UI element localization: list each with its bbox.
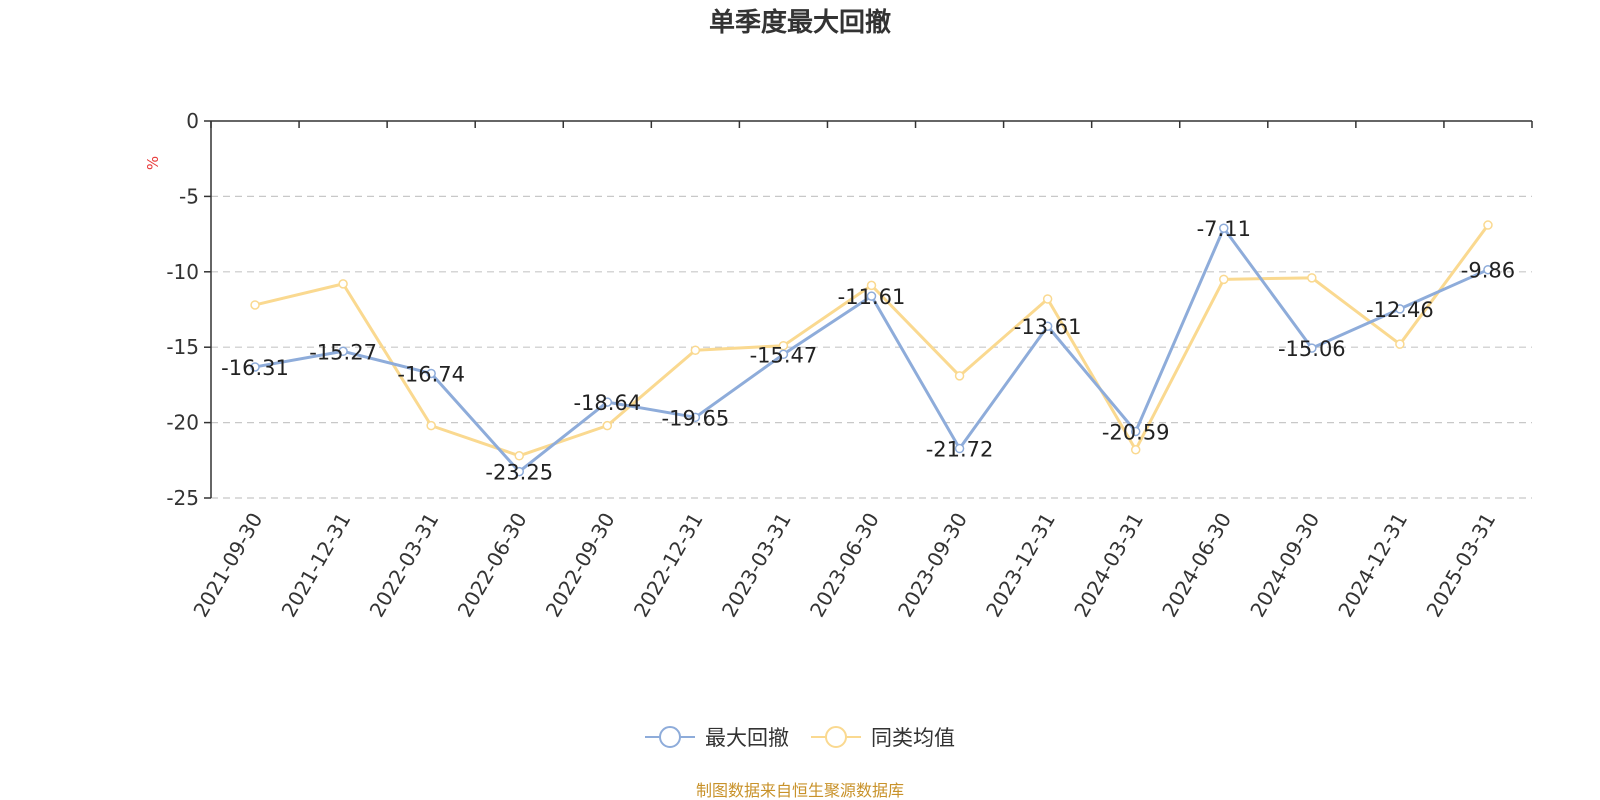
legend: 最大回撤 同类均值 bbox=[0, 722, 1600, 752]
legend-label-max-drawdown: 最大回撤 bbox=[705, 726, 789, 750]
axes: 0-5-10-15-20-25%2021-09-30 2021-12-31 2022… bbox=[144, 109, 1533, 622]
x-tick-label: 2023-12-31 bbox=[981, 509, 1060, 622]
data-label: -16.74 bbox=[397, 362, 465, 386]
data-point bbox=[1395, 304, 1405, 314]
data-point bbox=[1130, 426, 1141, 437]
x-tick-label: 2022-09-30 bbox=[541, 509, 620, 622]
data-label: -15.27 bbox=[309, 340, 377, 364]
data-label: -12.46 bbox=[1366, 298, 1434, 322]
data-label: -23.25 bbox=[485, 461, 553, 485]
data-point bbox=[1395, 339, 1405, 349]
legend-swatch-peer-average bbox=[811, 726, 861, 748]
x-tick-label: 2024-09-30 bbox=[1245, 509, 1324, 622]
data-point bbox=[250, 362, 260, 372]
x-tick-label: 2023-03-31 bbox=[717, 509, 796, 622]
data-point bbox=[1219, 274, 1229, 285]
data-label: -21.72 bbox=[926, 438, 994, 462]
series-lines bbox=[250, 220, 1493, 477]
legend-swatch-max-drawdown bbox=[645, 726, 695, 748]
x-tick-label: 2022-03-31 bbox=[365, 509, 444, 622]
y-tick-label: -15 bbox=[166, 335, 199, 359]
data-point bbox=[954, 443, 965, 454]
x-tick-label: 2021-09-30 bbox=[188, 509, 267, 622]
x-tick-label: 2024-12-31 bbox=[1333, 509, 1412, 622]
x-tick-label: 2025-03-31 bbox=[1421, 509, 1500, 622]
y-tick-label: -5 bbox=[179, 184, 199, 208]
source-note: 制图数据来自恒生聚源数据库 bbox=[695, 781, 904, 800]
legend-label-peer-average: 同类均值 bbox=[871, 726, 955, 750]
data-point bbox=[338, 279, 348, 289]
y-tick-label: -20 bbox=[166, 411, 199, 435]
x-tick-label: 2021-12-31 bbox=[277, 509, 356, 622]
data-point bbox=[426, 368, 436, 379]
y-tick-label: -25 bbox=[166, 486, 199, 510]
data-label: -13.61 bbox=[1014, 315, 1082, 339]
data-point bbox=[866, 280, 877, 291]
data-point bbox=[338, 346, 348, 357]
data-label: -15.06 bbox=[1278, 337, 1346, 361]
data-label: -15.47 bbox=[750, 343, 818, 367]
x-tick-label: 2024-03-31 bbox=[1069, 509, 1148, 622]
data-label: -11.61 bbox=[838, 285, 906, 309]
data-point bbox=[1483, 220, 1493, 230]
data-point bbox=[1042, 294, 1053, 304]
data-point bbox=[690, 412, 701, 423]
data-label: -9.86 bbox=[1461, 259, 1515, 283]
x-tick-label: 2022-12-31 bbox=[629, 509, 708, 622]
data-point bbox=[426, 420, 436, 431]
data-label: -18.64 bbox=[573, 391, 641, 415]
data-point bbox=[866, 291, 877, 301]
legend-item-peer-average[interactable]: 同类均值 bbox=[811, 722, 955, 752]
data-label: -16.31 bbox=[221, 356, 289, 380]
y-tick-label: 0 bbox=[186, 109, 199, 133]
y-tick-label: -10 bbox=[166, 260, 199, 284]
data-point bbox=[1307, 343, 1317, 353]
chart-title: 单季度最大回撤 bbox=[708, 8, 891, 38]
data-point bbox=[514, 451, 524, 461]
data-label: -20.59 bbox=[1102, 420, 1170, 444]
y-axis-unit-label: % bbox=[144, 156, 162, 170]
legend-item-max-drawdown[interactable]: 最大回撤 bbox=[645, 722, 789, 752]
x-tick-label: 2024-06-30 bbox=[1157, 509, 1236, 622]
data-point bbox=[954, 371, 965, 381]
data-point bbox=[514, 466, 524, 477]
data-point bbox=[690, 345, 701, 355]
data-point bbox=[778, 349, 789, 360]
data-labels: -16.31 -15.27 -16.74 -23.25 -18.64 -19.65 -15.… bbox=[221, 217, 1515, 484]
data-point bbox=[602, 397, 613, 407]
data-point bbox=[1307, 273, 1317, 283]
data-point bbox=[1483, 264, 1493, 275]
data-point bbox=[250, 300, 260, 310]
data-point bbox=[1042, 321, 1053, 331]
x-tick-label: 2022-06-30 bbox=[453, 509, 532, 622]
data-point bbox=[1219, 223, 1229, 233]
x-tick-label: 2023-09-30 bbox=[893, 509, 972, 622]
data-label: -19.65 bbox=[662, 406, 730, 430]
x-tick-label: 2023-06-30 bbox=[805, 509, 884, 622]
data-point bbox=[1130, 444, 1141, 455]
data-point bbox=[602, 420, 613, 431]
data-label: -7.11 bbox=[1197, 217, 1251, 241]
